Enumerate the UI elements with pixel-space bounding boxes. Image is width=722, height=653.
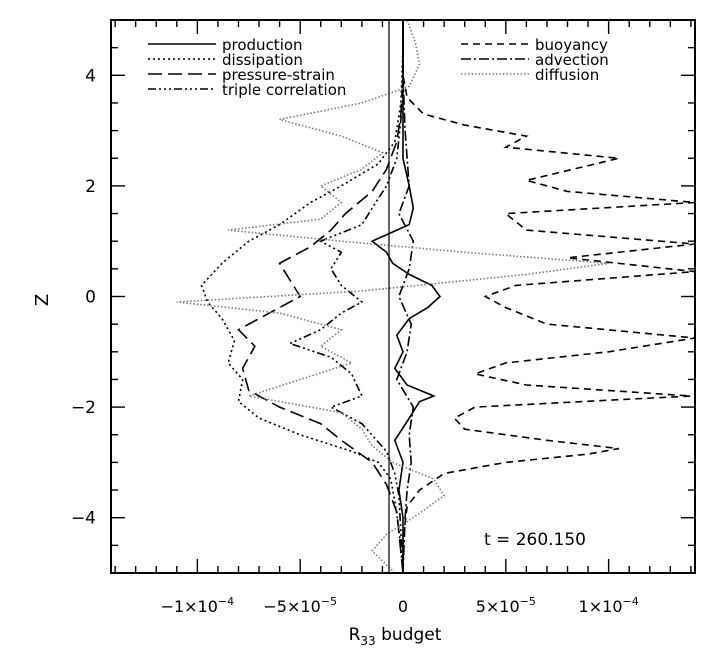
series-line-production [370, 20, 442, 573]
series-line-buoyancy [402, 20, 696, 573]
series-line-diffusion [176, 19, 609, 574]
x-tick-label: 1×10−4 [579, 595, 639, 616]
series-line-triple-correlation [287, 20, 404, 574]
y-axis-label: Z [32, 294, 53, 306]
legend-label: dissipation [222, 51, 303, 69]
x-tick-label-mantissa: −1×10 [161, 597, 218, 616]
legend-label: production [222, 36, 303, 54]
legend: productiondissipationpressure-straintrip… [148, 36, 609, 99]
series-layer [176, 19, 696, 574]
y-tick-label: 4 [85, 66, 96, 86]
x-tick-label-mantissa: 1×10 [579, 597, 623, 616]
x-tick-label: −5×10−5 [263, 595, 337, 616]
x-axis-label-base: R [349, 625, 361, 645]
x-tick-label-mantissa: −5×10 [263, 597, 320, 616]
x-axis-label-rest: budget [376, 625, 442, 645]
x-tick-label: 5×10−5 [476, 595, 536, 616]
x-tick-label-exponent: −5 [520, 595, 536, 608]
legend-label: advection [535, 51, 609, 69]
x-axis-label-sub: 33 [360, 634, 375, 648]
x-tick-label: −1×10−4 [161, 595, 235, 616]
legend-label: buoyancy [535, 36, 608, 54]
legend-label: diffusion [535, 66, 599, 84]
series-line-advection [395, 20, 415, 574]
y-tick-label: −2 [71, 398, 96, 418]
legend-label: pressure-strain [222, 66, 335, 84]
x-tick-label-mantissa: 5×10 [476, 597, 520, 616]
x-tick-label-mantissa: 0 [398, 597, 408, 616]
series-line-pressure-strain [237, 20, 404, 574]
series-line-dissipation [200, 20, 404, 574]
x-axis-label: R33 budget [349, 625, 442, 648]
y-tick-label: 0 [85, 288, 96, 308]
time-annotation: t = 260.150 [484, 530, 586, 550]
legend-label: triple correlation [222, 81, 346, 99]
x-tick-label-exponent: −5 [321, 595, 337, 608]
x-tick-label-exponent: −4 [218, 595, 234, 608]
y-tick-label: 2 [85, 177, 96, 197]
y-tick-label: −4 [71, 509, 96, 529]
x-tick-label-exponent: −4 [623, 595, 639, 608]
x-tick-label: 0 [398, 597, 408, 616]
